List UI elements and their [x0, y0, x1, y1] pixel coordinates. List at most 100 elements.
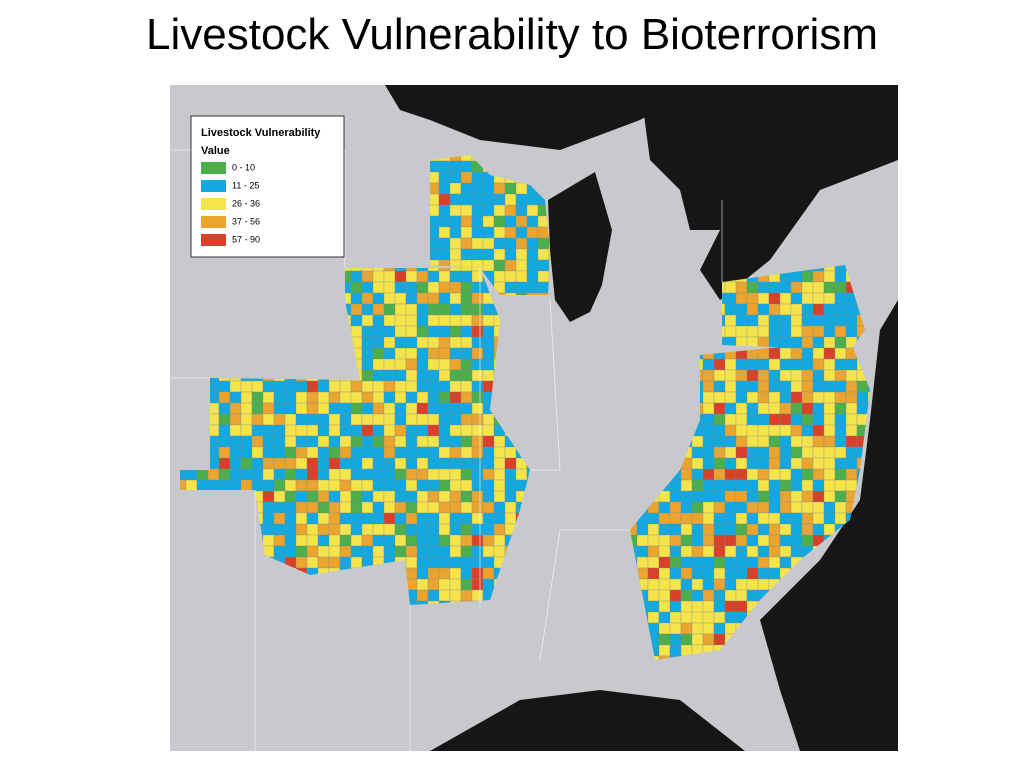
county-cell [757, 457, 770, 470]
county-cell [372, 303, 385, 316]
county-cell [680, 589, 693, 602]
county-cell [647, 534, 660, 547]
county-cell [735, 457, 748, 470]
county-cell [647, 611, 660, 624]
county-cell [394, 501, 407, 514]
legend: 0 - 10 11 - 25 26 - 36 37 - 56 57 - 90 [201, 162, 260, 246]
county-cell [416, 534, 429, 547]
county-cell [823, 358, 836, 371]
county-cell [482, 567, 495, 580]
county-cell [504, 193, 517, 206]
county-cell [438, 589, 451, 602]
county-cell [383, 281, 396, 294]
county-cell [658, 556, 671, 569]
county-cell [317, 457, 330, 470]
county-cell [471, 545, 484, 558]
county-cell [350, 534, 363, 547]
county-cell [218, 479, 231, 492]
county-cell [218, 446, 231, 459]
county-cell [328, 413, 341, 426]
county-cell [779, 369, 792, 382]
county-cell [801, 424, 814, 437]
county-cell [306, 435, 319, 448]
county-cell [779, 457, 792, 470]
county-cell [768, 325, 781, 338]
county-cell [812, 424, 825, 437]
county-cell [768, 490, 781, 503]
county-cell [768, 446, 781, 459]
county-cell [845, 402, 858, 415]
county-cell [350, 545, 363, 558]
county-cell [482, 237, 495, 250]
county-cell [284, 490, 297, 503]
county-cell [383, 270, 396, 283]
county-cell [735, 534, 748, 547]
county-cell [691, 523, 704, 536]
county-cell [845, 457, 858, 470]
county-cell [680, 567, 693, 580]
county-cell [779, 413, 792, 426]
county-cell [735, 556, 748, 569]
county-cell [790, 281, 803, 294]
county-cell [317, 490, 330, 503]
county-cell [537, 248, 550, 261]
county-cell [449, 270, 462, 283]
county-cell [438, 435, 451, 448]
county-cell [790, 512, 803, 525]
county-cell [757, 402, 770, 415]
county-cell [713, 391, 726, 404]
county-cell [471, 292, 484, 305]
county-cell [768, 281, 781, 294]
county-cell [427, 468, 440, 481]
county-cell [658, 512, 671, 525]
county-cell [383, 369, 396, 382]
county-cell [251, 468, 264, 481]
county-cell [383, 424, 396, 437]
county-cell [680, 479, 693, 492]
county-cell [284, 501, 297, 514]
county-cell [449, 160, 462, 173]
county-cell [449, 512, 462, 525]
county-cell [812, 347, 825, 360]
county-cell [735, 501, 748, 514]
county-cell [724, 567, 737, 580]
county-cell [339, 523, 352, 536]
county-cell [416, 413, 429, 426]
county-cell [493, 182, 506, 195]
county-cell [416, 457, 429, 470]
county-cell [757, 501, 770, 514]
county-cell [449, 424, 462, 437]
county-cell [724, 600, 737, 613]
county-cell [449, 523, 462, 536]
county-cell [537, 281, 550, 294]
county-cell [273, 479, 286, 492]
county-cell [746, 457, 759, 470]
county-cell [438, 270, 451, 283]
county-cell [724, 292, 737, 305]
county-cell [416, 479, 429, 492]
county-cell [757, 325, 770, 338]
county-cell [438, 567, 451, 580]
county-cell [262, 512, 275, 525]
county-cell [801, 369, 814, 382]
county-cell [427, 358, 440, 371]
county-cell [383, 490, 396, 503]
county-cell [779, 512, 792, 525]
county-cell [471, 589, 484, 602]
county-cell [449, 589, 462, 602]
county-cell [757, 435, 770, 448]
county-cell [438, 171, 451, 184]
county-cell [658, 622, 671, 635]
county-cell [691, 600, 704, 613]
county-cell [416, 314, 429, 327]
county-cell [383, 523, 396, 536]
county-cell [218, 468, 231, 481]
county-cell [493, 468, 506, 481]
county-cell [834, 314, 847, 327]
county-cell [735, 446, 748, 459]
county-cell [460, 589, 473, 602]
county-cell [658, 567, 671, 580]
county-cell [713, 413, 726, 426]
county-cell [515, 226, 528, 239]
county-cell [779, 479, 792, 492]
